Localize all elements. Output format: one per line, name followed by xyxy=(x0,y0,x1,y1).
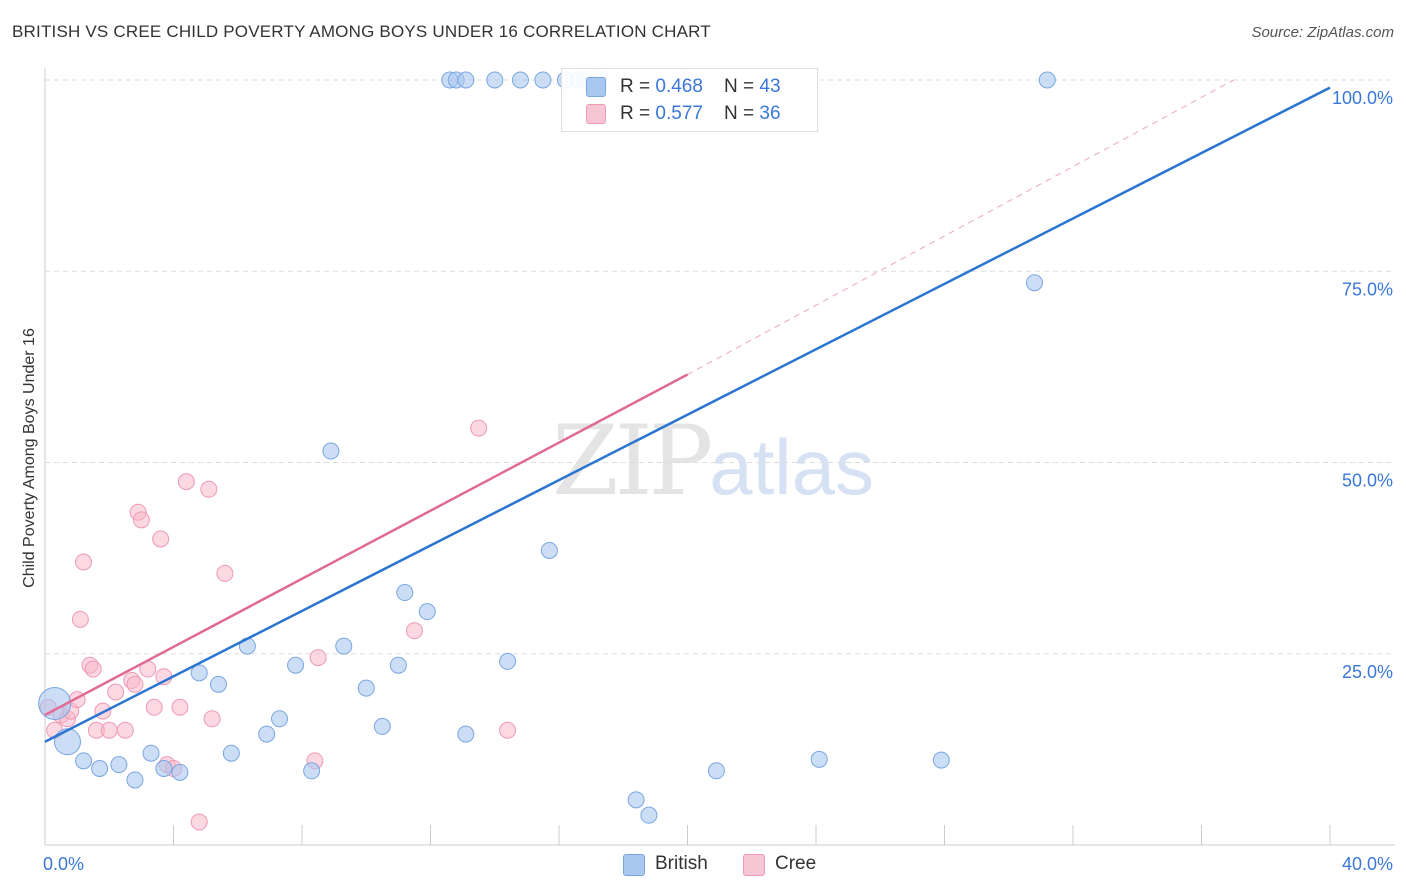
grid-lines xyxy=(45,79,1395,655)
y-tick-label: 100.0% xyxy=(1332,88,1393,108)
x-tick-label-max: 40.0% xyxy=(1342,854,1393,874)
british-point xyxy=(932,751,950,769)
axes xyxy=(44,68,1395,846)
british-point xyxy=(357,679,375,697)
british-point xyxy=(258,725,276,743)
cree-point xyxy=(405,622,423,640)
cree-point xyxy=(145,698,163,716)
y-tick-label: 75.0% xyxy=(1342,279,1393,299)
british-point xyxy=(810,750,828,768)
british-point xyxy=(75,752,93,770)
cree-legend-swatch xyxy=(743,854,765,876)
british-point xyxy=(486,71,504,89)
trend-lines xyxy=(44,79,1331,743)
cree-point xyxy=(100,721,118,739)
cree-point xyxy=(216,564,234,582)
x-tick-label-min: 0.0% xyxy=(43,854,84,874)
british-point xyxy=(707,762,725,780)
cree-r-value: 0.577 xyxy=(655,103,703,124)
british-point xyxy=(418,603,436,621)
cree-legend-label: Cree xyxy=(775,853,817,874)
y-tick-label: 50.0% xyxy=(1342,471,1393,491)
british-point xyxy=(396,584,414,602)
cree-swatch xyxy=(586,104,606,124)
british-r-value: 0.468 xyxy=(655,76,703,97)
british-point xyxy=(190,664,208,682)
cree-trend-extension xyxy=(687,79,1234,375)
chart-title: BRITISH VS CREE CHILD POVERTY AMONG BOYS… xyxy=(12,22,711,41)
cree-point xyxy=(107,683,125,701)
british-legend-label: British xyxy=(655,853,708,874)
cree-stats: R = 0.577 N = 36 xyxy=(620,103,781,125)
cree-point xyxy=(171,698,189,716)
cree-point xyxy=(75,553,93,571)
cree-point xyxy=(152,530,170,548)
cree-point xyxy=(190,813,208,831)
cree-point xyxy=(203,710,221,728)
british-point xyxy=(126,771,144,789)
british-stats: R = 0.468 N = 43 xyxy=(620,76,781,98)
british-trend-line xyxy=(44,86,1331,743)
british-point xyxy=(209,675,227,693)
cree-n-value: 36 xyxy=(759,103,781,124)
british-point xyxy=(287,656,305,674)
cree-point xyxy=(71,610,89,628)
y-tick-label: 25.0% xyxy=(1342,662,1393,682)
british-point xyxy=(627,791,645,809)
cree-point xyxy=(470,419,488,437)
british-point xyxy=(1025,274,1043,292)
cree-point xyxy=(200,480,218,498)
cree-point xyxy=(126,675,144,693)
source-credit: Source: ZipAtlas.com xyxy=(1251,24,1394,41)
british-point xyxy=(155,760,173,777)
british-point xyxy=(171,763,189,781)
british-point xyxy=(222,744,240,762)
cree-point xyxy=(84,660,102,678)
british-swatch xyxy=(586,77,606,97)
british-point xyxy=(142,744,160,762)
british-point xyxy=(335,637,353,655)
cree-point xyxy=(499,721,517,739)
cree-point xyxy=(177,473,195,491)
british-point xyxy=(499,652,517,670)
cree-points xyxy=(39,71,696,831)
british-point xyxy=(373,717,391,735)
british-point xyxy=(38,686,72,720)
cree-point xyxy=(309,649,327,667)
british-point xyxy=(303,762,321,780)
british-n-value: 43 xyxy=(759,76,781,97)
british-n-label: N = xyxy=(724,76,760,97)
british-point xyxy=(457,71,475,89)
british-point xyxy=(389,656,407,674)
british-point xyxy=(322,442,340,460)
british-point xyxy=(540,541,558,559)
cree-r-label: R = xyxy=(620,103,656,124)
british-point xyxy=(271,710,289,728)
british-point xyxy=(640,806,658,824)
stats-legend: R = 0.468 N = 43 R = 0.577 N = 36 xyxy=(561,68,818,132)
british-point xyxy=(534,71,552,89)
tick-labels: 25.0% 50.0% 75.0% 100.0% 0.0% 40.0% xyxy=(43,88,1393,874)
british-point xyxy=(1038,71,1056,89)
british-point xyxy=(110,756,128,774)
british-legend-swatch xyxy=(623,854,645,876)
british-point xyxy=(91,760,109,777)
cree-trend-line xyxy=(44,373,689,717)
cree-point xyxy=(116,721,134,739)
british-point xyxy=(53,728,81,756)
cree-n-label: N = xyxy=(724,103,760,124)
british-point xyxy=(511,71,529,89)
british-point xyxy=(457,725,475,743)
british-r-label: R = xyxy=(620,76,656,97)
cree-point xyxy=(132,511,150,529)
